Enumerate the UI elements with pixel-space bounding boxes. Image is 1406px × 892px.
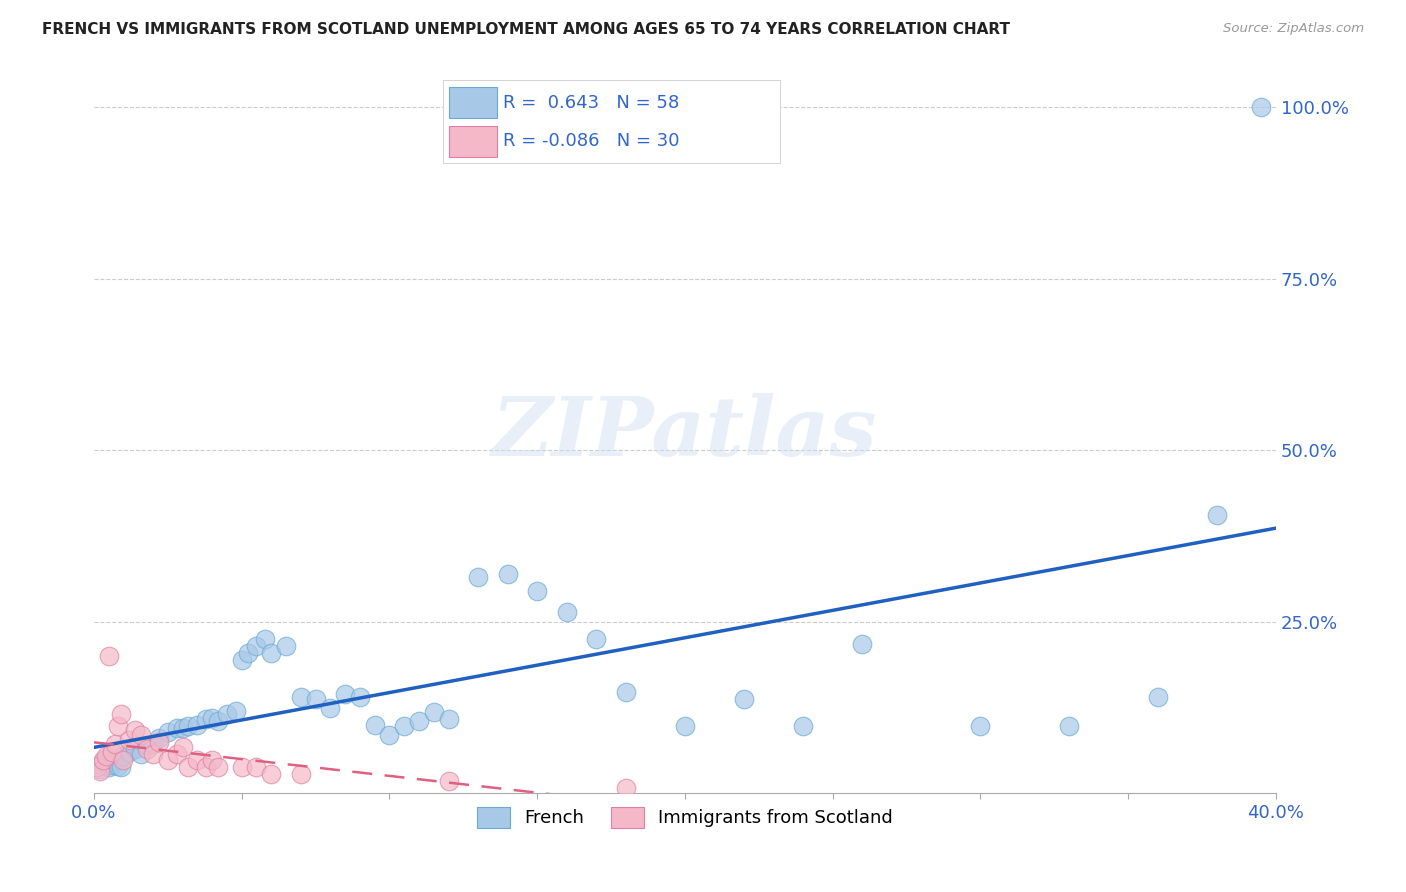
Point <box>201 711 224 725</box>
Point <box>195 760 218 774</box>
Point <box>89 764 111 779</box>
Point <box>112 748 135 763</box>
Point <box>172 739 194 754</box>
Point <box>1057 719 1080 733</box>
Point <box>496 566 519 581</box>
Point <box>148 731 170 746</box>
Point <box>555 605 578 619</box>
Text: Source: ZipAtlas.com: Source: ZipAtlas.com <box>1223 22 1364 36</box>
Point <box>156 724 179 739</box>
Point <box>378 728 401 742</box>
Point <box>112 753 135 767</box>
Point <box>118 732 141 747</box>
Point <box>91 753 114 767</box>
Point <box>673 719 696 733</box>
Point <box>94 752 117 766</box>
Point <box>333 687 356 701</box>
Point <box>260 767 283 781</box>
Point <box>148 735 170 749</box>
Point <box>100 745 122 759</box>
Point <box>236 646 259 660</box>
Point <box>110 760 132 774</box>
Point <box>86 759 108 773</box>
Text: ZIPatlas: ZIPatlas <box>492 393 877 473</box>
Point <box>408 714 430 729</box>
Point <box>142 737 165 751</box>
Point <box>969 719 991 733</box>
Point <box>349 690 371 705</box>
Point <box>104 753 127 767</box>
Point <box>231 652 253 666</box>
Point <box>172 721 194 735</box>
Point <box>526 584 548 599</box>
Point <box>1146 690 1168 705</box>
Point <box>118 745 141 759</box>
Point <box>201 753 224 767</box>
Point <box>195 712 218 726</box>
Point <box>1250 100 1272 114</box>
Point <box>129 728 152 742</box>
Point <box>225 704 247 718</box>
Point <box>215 707 238 722</box>
Point <box>792 719 814 733</box>
Point <box>156 753 179 767</box>
Point <box>186 753 208 767</box>
Point <box>110 707 132 722</box>
Point <box>207 760 229 774</box>
Point <box>177 760 200 774</box>
Point <box>166 747 188 761</box>
Point <box>100 757 122 772</box>
Point <box>260 646 283 660</box>
Point <box>107 719 129 733</box>
Point <box>733 691 755 706</box>
Point <box>231 760 253 774</box>
Point <box>319 700 342 714</box>
Point <box>91 756 114 770</box>
Point <box>585 632 607 646</box>
Point <box>107 759 129 773</box>
Point <box>245 639 267 653</box>
Point <box>254 632 277 646</box>
Point <box>89 762 111 776</box>
Point <box>1205 508 1227 523</box>
Point <box>97 649 120 664</box>
Point <box>437 774 460 789</box>
Point <box>290 690 312 705</box>
Point <box>304 691 326 706</box>
Legend: French, Immigrants from Scotland: French, Immigrants from Scotland <box>470 799 900 835</box>
Point <box>245 760 267 774</box>
Point <box>614 780 637 795</box>
Point <box>104 737 127 751</box>
Point <box>363 717 385 731</box>
Point <box>124 723 146 738</box>
Point <box>207 714 229 729</box>
Point <box>142 747 165 761</box>
Point <box>423 706 446 720</box>
Point <box>86 760 108 774</box>
Text: FRENCH VS IMMIGRANTS FROM SCOTLAND UNEMPLOYMENT AMONG AGES 65 TO 74 YEARS CORREL: FRENCH VS IMMIGRANTS FROM SCOTLAND UNEMP… <box>42 22 1010 37</box>
Point <box>94 748 117 763</box>
Point <box>129 747 152 761</box>
Point <box>166 721 188 735</box>
Point <box>177 719 200 733</box>
Point <box>97 760 120 774</box>
Point <box>136 739 159 753</box>
Point <box>124 741 146 756</box>
Point <box>467 570 489 584</box>
Point <box>392 719 415 733</box>
Point <box>437 712 460 726</box>
Point <box>851 637 873 651</box>
Point <box>614 685 637 699</box>
Point <box>290 767 312 781</box>
Y-axis label: Unemployment Among Ages 65 to 74 years: Unemployment Among Ages 65 to 74 years <box>0 266 7 600</box>
Point <box>136 741 159 756</box>
Point <box>274 639 297 653</box>
Point <box>186 717 208 731</box>
